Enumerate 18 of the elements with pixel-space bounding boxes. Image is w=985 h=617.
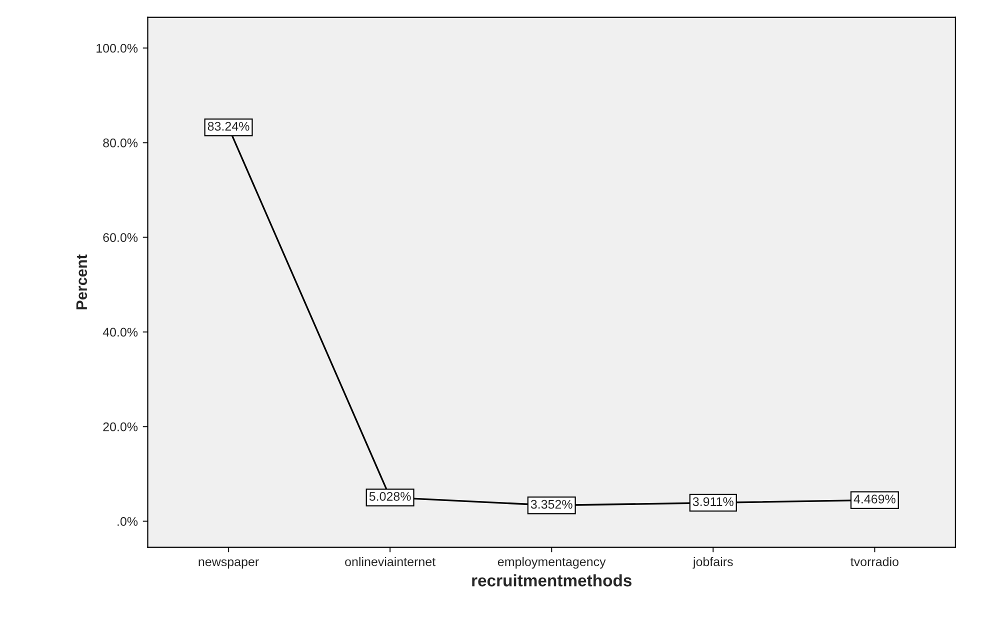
y-tick-label: 20.0% <box>103 422 138 432</box>
data-label: 5.028% <box>369 492 411 501</box>
data-label: 3.911% <box>692 497 734 506</box>
y-tick-label: .0% <box>118 517 138 526</box>
y-tick-label: 60.0% <box>103 233 138 242</box>
y-tick-label: 80.0% <box>103 138 138 148</box>
x-tick-label: newspaper <box>198 559 259 569</box>
x-tick-label: onlineviainternet <box>345 557 436 566</box>
x-tick-label: jobfairs <box>692 557 733 569</box>
x-axis-title: recruitmentmethods <box>472 574 632 586</box>
y-tick-label: 40.0% <box>102 328 138 337</box>
x-tick-label: employmentagency <box>498 557 606 569</box>
y-tick-label: 100.0% <box>96 44 138 53</box>
data-label: 83.24% <box>208 122 250 131</box>
y-axis-title: Percent <box>76 254 88 310</box>
x-tick-label: tvorradio <box>850 557 898 566</box>
data-label: 4.469% <box>854 494 896 504</box>
data-label: 3.352% <box>530 500 572 509</box>
